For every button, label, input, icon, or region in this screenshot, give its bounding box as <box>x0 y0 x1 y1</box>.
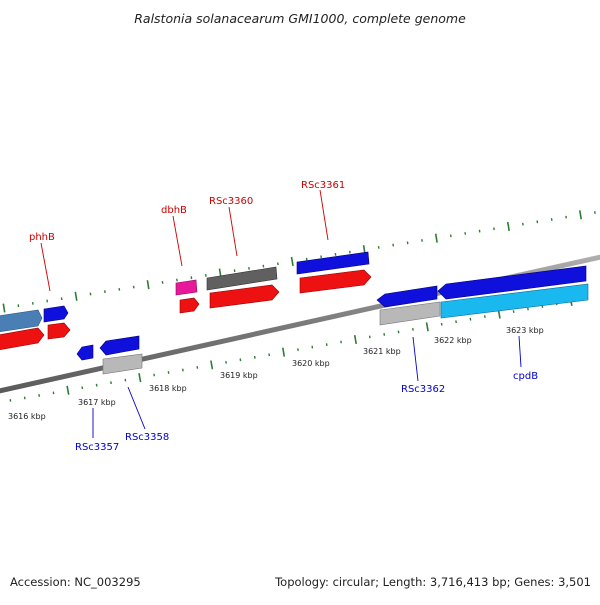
forward-track-tick <box>436 234 437 243</box>
reverse-track-tick <box>470 318 471 321</box>
reverse-track-tick <box>485 315 486 318</box>
forward-track-tick <box>75 292 77 301</box>
reverse-track-tick <box>283 348 285 357</box>
scale-label-3618: 3618 kbp <box>149 384 187 393</box>
reverse-track-tick <box>298 348 299 351</box>
reverse-track-tick <box>154 374 155 377</box>
reverse-track-tick <box>168 371 169 374</box>
gene-label-RSc3361[interactable]: RSc3361 <box>301 180 345 191</box>
map-title: Ralstonia solanacearum GMI1000, complete… <box>134 11 466 26</box>
leader-dbhB <box>173 216 182 266</box>
forward-track-tick <box>61 297 62 300</box>
accession-text: Accession: NC_003295 <box>10 575 141 589</box>
feature-red-RSc3360[interactable] <box>210 285 279 308</box>
reverse-track-tick <box>139 373 141 382</box>
gene-label-RSc3362[interactable]: RSc3362 <box>401 384 445 395</box>
reverse-track-tick <box>82 387 83 390</box>
feature-silver-RSc3358[interactable] <box>103 354 142 374</box>
reverse-track-tick <box>456 320 457 323</box>
gene-label-dbhB[interactable]: dbhB <box>161 205 187 216</box>
scale-label-3621: 3621 kbp <box>363 347 401 356</box>
reverse-track-tick <box>269 354 270 357</box>
scale-label-3622: 3622 kbp <box>434 336 472 345</box>
reverse-track-tick <box>528 308 529 311</box>
scale-label-3619: 3619 kbp <box>220 371 258 380</box>
reverse-track-tick <box>398 331 399 334</box>
reverse-track-tick <box>355 335 357 344</box>
feature-pink-dbhB[interactable] <box>176 280 197 295</box>
leader-cpdB <box>519 336 521 367</box>
forward-track-tick <box>278 263 279 266</box>
forward-track-tick <box>162 281 163 284</box>
reverse-track-tick <box>96 384 97 387</box>
reverse-track-tick <box>413 328 414 331</box>
forward-track-tick <box>177 279 178 282</box>
leader-RSc3362 <box>413 337 418 381</box>
feature-red-dbhB[interactable] <box>180 298 199 313</box>
feature-blue-RSc3357[interactable] <box>77 345 93 360</box>
gene-label-RSc3357[interactable]: RSc3357 <box>75 442 119 453</box>
gene-label-RSc3358[interactable]: RSc3358 <box>125 432 169 443</box>
leader-RSc3358 <box>128 387 145 429</box>
scale-label-3617: 3617 kbp <box>78 398 116 407</box>
leader-phhB <box>41 243 50 291</box>
forward-track-tick <box>3 304 4 313</box>
forward-track-tick <box>580 210 581 219</box>
forward-features <box>0 252 371 350</box>
feature-blue-RSc3358[interactable] <box>100 336 139 355</box>
leader-RSc3360 <box>229 207 237 256</box>
reverse-track-tick <box>25 397 26 400</box>
reverse-track-tick <box>226 361 227 364</box>
forward-track-tick <box>393 244 394 247</box>
reverse-track-tick <box>39 394 40 397</box>
reverse-track-tick <box>211 361 213 370</box>
scale-label-3620: 3620 kbp <box>292 359 330 368</box>
feature-blue-left[interactable] <box>44 306 68 322</box>
gene-label-RSc3360[interactable]: RSc3360 <box>209 196 253 207</box>
forward-track-tick <box>508 222 510 231</box>
reverse-track-tick <box>67 386 69 395</box>
forward-track-tick <box>292 257 294 266</box>
gene-label-phhB[interactable]: phhB <box>29 232 55 243</box>
gene-labels: phhB dbhB RSc3360 RSc3361 RSc3357 RSc335… <box>29 180 538 453</box>
feature-red-left-small[interactable] <box>48 323 70 339</box>
scale-label-3623: 3623 kbp <box>506 326 544 335</box>
scale-label-3616: 3616 kbp <box>8 412 46 421</box>
feature-red-RSc3361[interactable] <box>300 270 371 293</box>
feature-red-left[interactable] <box>0 328 44 350</box>
forward-track-tick <box>147 280 148 289</box>
gene-label-cpdB[interactable]: cpdB <box>513 371 538 382</box>
leader-RSc3361 <box>320 190 328 240</box>
reverse-track-tick <box>341 341 342 344</box>
reverse-track-tick <box>427 322 429 331</box>
genome-summary-text: Topology: circular; Length: 3,716,413 bp… <box>274 575 591 589</box>
